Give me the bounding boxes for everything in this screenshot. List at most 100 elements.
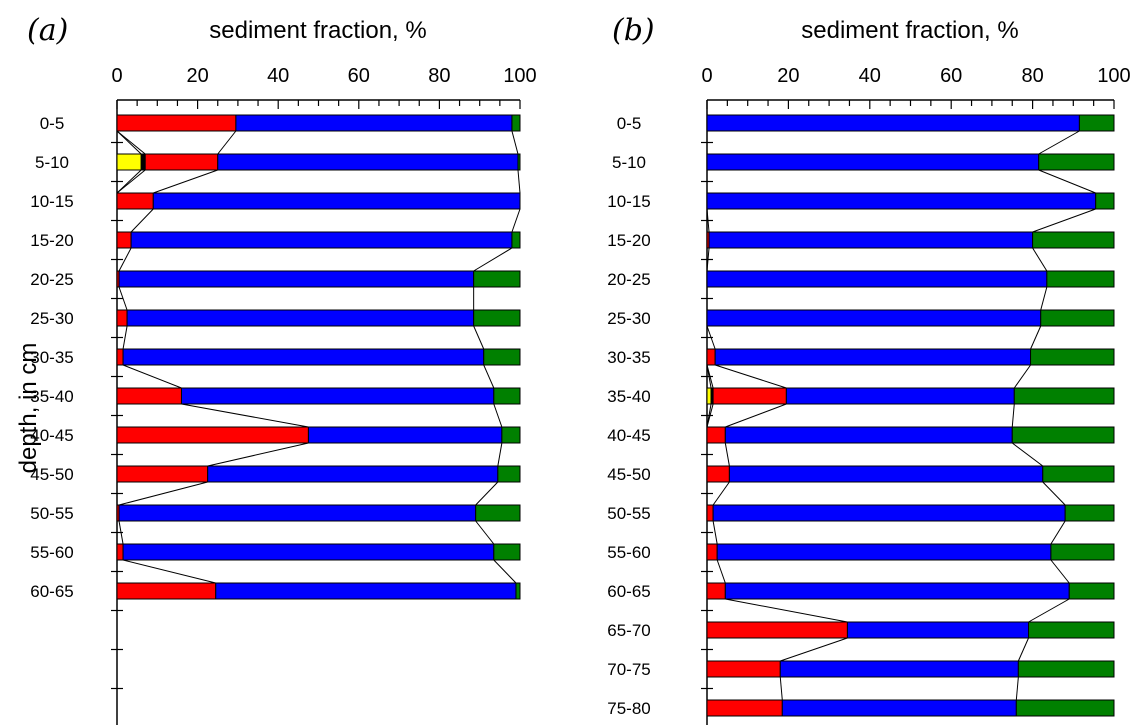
connector-line <box>1038 130 1080 155</box>
bar-segment <box>118 270 475 288</box>
x-tick-label: 80 <box>1021 65 1043 87</box>
bar-segment <box>497 465 521 483</box>
y-category-label: 10-15 <box>30 192 73 211</box>
bar-segment <box>1078 114 1115 132</box>
bar-segment <box>712 387 787 405</box>
y-category-label: 50-55 <box>30 504 73 523</box>
bar-segment <box>1064 504 1115 522</box>
y-category-label: 25-30 <box>607 309 650 328</box>
connector-line <box>1017 637 1029 662</box>
connector-line <box>118 520 124 545</box>
y-category-label: 5-10 <box>612 153 646 172</box>
x-tick-label: 0 <box>701 65 712 87</box>
y-category-label: 75-80 <box>607 699 650 718</box>
connector-line <box>1011 442 1044 467</box>
connector-line <box>1042 481 1066 506</box>
connector-line <box>122 559 216 584</box>
bar-segment <box>511 114 521 132</box>
bar-segment <box>116 192 154 210</box>
bar-segment <box>714 348 1032 366</box>
connector-line <box>497 442 503 467</box>
bar-segment <box>1015 699 1115 717</box>
connector-line <box>217 130 237 155</box>
bar-segment <box>1050 543 1115 561</box>
x-tick-label: 100 <box>1097 65 1130 87</box>
x-tick-label: 20 <box>777 65 799 87</box>
connector-line <box>779 676 783 701</box>
bar-segment <box>130 231 513 249</box>
bar-segment <box>716 543 1052 561</box>
y-category-label: 35-40 <box>30 387 73 406</box>
bar-segment <box>116 153 142 171</box>
connector-line <box>1028 598 1070 623</box>
bar-segment <box>724 426 1013 444</box>
connector-line <box>493 403 503 428</box>
connector-line <box>493 559 517 584</box>
bar-segment <box>501 426 521 444</box>
y-category-label: 25-30 <box>30 309 73 328</box>
connector-line <box>153 169 218 194</box>
y-category-label: 60-65 <box>607 582 650 601</box>
bar-segment <box>122 348 485 366</box>
y-category-label: 65-70 <box>607 621 650 640</box>
y-category-label: 40-45 <box>30 426 73 445</box>
connector-line <box>1030 325 1042 350</box>
connector-line <box>1013 364 1031 389</box>
connector-line <box>483 364 495 389</box>
y-category-label: 5-10 <box>35 153 69 172</box>
bar-segment <box>779 660 1019 678</box>
bar-segment <box>706 387 712 405</box>
bar-segment <box>706 153 1040 171</box>
bar-segment <box>122 543 495 561</box>
bar-segment <box>706 621 848 639</box>
connector-line <box>780 637 848 662</box>
bar-segment <box>706 582 726 600</box>
connector-line <box>1011 403 1015 428</box>
x-tick-label: 60 <box>940 65 962 87</box>
x-tick-label: 100 <box>503 65 536 87</box>
connector-line <box>181 403 309 428</box>
connector-line <box>473 325 485 350</box>
bar-segment <box>1040 309 1115 327</box>
bar-segment <box>728 465 1044 483</box>
connector-line <box>712 520 718 545</box>
connector-line <box>122 364 182 389</box>
bar-segment <box>706 114 1080 132</box>
connector-line <box>716 559 726 584</box>
bar-segment <box>712 504 1066 522</box>
y-category-label: 35-40 <box>607 387 650 406</box>
y-category-label: 10-15 <box>607 192 650 211</box>
connector-line <box>706 325 716 350</box>
x-tick-label: 40 <box>859 65 881 87</box>
bar-segment <box>706 660 781 678</box>
y-category-label: 30-35 <box>607 348 650 367</box>
bar-segment <box>708 231 1034 249</box>
connector-line <box>706 208 710 233</box>
bar-segment <box>144 153 219 171</box>
connector-line <box>1050 520 1066 545</box>
x-tick-label: 60 <box>348 65 370 87</box>
connector-line <box>706 403 714 428</box>
y-category-label: 70-75 <box>607 660 650 679</box>
y-category-label: 20-25 <box>607 270 650 289</box>
bar-segment <box>1013 387 1115 405</box>
bar-segment <box>116 114 237 132</box>
connector-line <box>725 403 787 428</box>
bar-segment <box>706 465 730 483</box>
bar-segment <box>126 309 475 327</box>
bar-segment <box>1042 465 1115 483</box>
panel-label: (b) <box>612 13 655 48</box>
y-category-label: 0-5 <box>617 114 642 133</box>
bar-segment <box>215 582 517 600</box>
connector-line <box>714 364 787 389</box>
connector-line <box>1032 247 1048 272</box>
y-category-label: 15-20 <box>607 231 650 250</box>
bar-segment <box>706 309 1042 327</box>
bar-segment <box>475 504 521 522</box>
bar-segment <box>116 348 124 366</box>
y-category-label: 40-45 <box>607 426 650 445</box>
bar-segment <box>235 114 513 132</box>
connector-line <box>706 247 710 272</box>
x-tick-label: 40 <box>267 65 289 87</box>
bar-segment <box>1030 348 1115 366</box>
